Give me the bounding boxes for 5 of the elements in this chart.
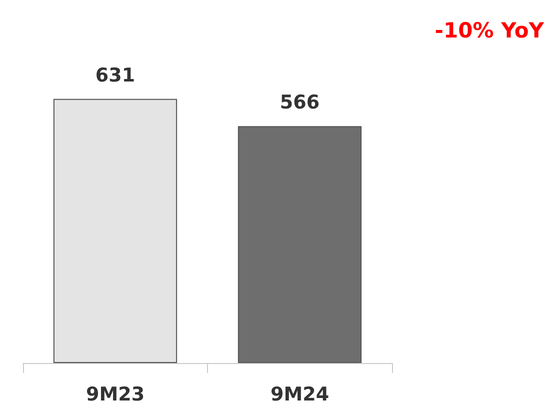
data-label: 566 [280, 92, 320, 114]
x-tick-label: 9M23 [86, 384, 145, 406]
x-tick-label: 9M24 [270, 384, 330, 406]
data-label: 631 [95, 64, 136, 86]
text: -10% YoY [434, 18, 545, 42]
